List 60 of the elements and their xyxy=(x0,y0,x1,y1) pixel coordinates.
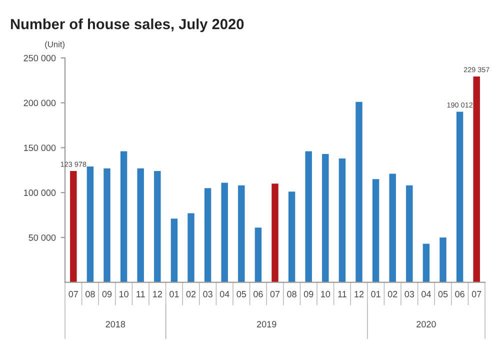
y-tick-label: 250 000 xyxy=(24,54,56,62)
bar xyxy=(305,151,312,282)
x-tick-label: 12 xyxy=(153,290,162,298)
x-tick-label: 05 xyxy=(236,290,246,298)
x-tick-label: 09 xyxy=(102,290,112,298)
y-tick-label: 150 000 xyxy=(24,144,56,152)
y-tick-label: 50 000 xyxy=(28,234,56,241)
bar xyxy=(104,168,110,282)
bar xyxy=(389,174,396,282)
bar xyxy=(254,228,262,282)
x-tick-label: 02 xyxy=(186,290,196,298)
x-tick-label: 06 xyxy=(455,290,464,298)
bar xyxy=(70,171,77,282)
x-tick-label: 02 xyxy=(388,290,398,298)
x-tick-label: 08 xyxy=(287,290,296,298)
chart-title: Number of house sales, July 2020 xyxy=(10,18,244,32)
x-tick-label: 03 xyxy=(404,290,414,298)
x-tick-label: 07 xyxy=(68,290,78,298)
bar xyxy=(204,188,212,282)
bar xyxy=(154,171,161,282)
x-tick-label: 11 xyxy=(338,291,346,298)
bar xyxy=(188,213,194,282)
bar xyxy=(221,182,228,282)
bar xyxy=(406,185,413,282)
bar xyxy=(238,185,245,282)
x-tick-label: 04 xyxy=(422,290,431,298)
bar xyxy=(120,151,128,282)
y-tick-label: 200 000 xyxy=(24,100,56,106)
x-tick-label: 07 xyxy=(472,290,482,298)
y-tick-label: 100 000 xyxy=(24,190,56,196)
x-tick-label: 01 xyxy=(170,290,179,298)
x-tick-label: 10 xyxy=(119,290,128,298)
x-tick-label: 05 xyxy=(438,290,448,298)
x-tick-label: 11 xyxy=(136,291,145,298)
x-tick-label: 06 xyxy=(254,290,263,298)
bar xyxy=(170,218,178,282)
text: 2018 xyxy=(106,321,126,328)
bar xyxy=(422,244,430,282)
x-tick-label: 09 xyxy=(304,290,314,298)
x-tick-label: 01 xyxy=(371,290,380,298)
x-tick-label: 07 xyxy=(270,290,280,298)
bar xyxy=(322,154,329,282)
bar xyxy=(137,168,144,282)
bar xyxy=(288,192,296,282)
y-axis-title: (Unit) xyxy=(45,41,64,49)
text: 2020 xyxy=(416,321,436,328)
bar xyxy=(440,237,446,282)
bar xyxy=(338,158,346,282)
x-tick-label: 12 xyxy=(354,290,364,298)
bar xyxy=(272,184,278,282)
bar xyxy=(372,179,380,282)
bar xyxy=(86,166,94,282)
bar xyxy=(356,102,362,282)
text: 2019 xyxy=(257,321,276,328)
x-tick-label: 04 xyxy=(220,290,230,298)
x-tick-label: 08 xyxy=(86,290,95,298)
bar xyxy=(456,112,464,282)
x-tick-label: 03 xyxy=(203,290,212,298)
bar xyxy=(473,76,480,282)
x-tick-label: 10 xyxy=(321,290,330,298)
